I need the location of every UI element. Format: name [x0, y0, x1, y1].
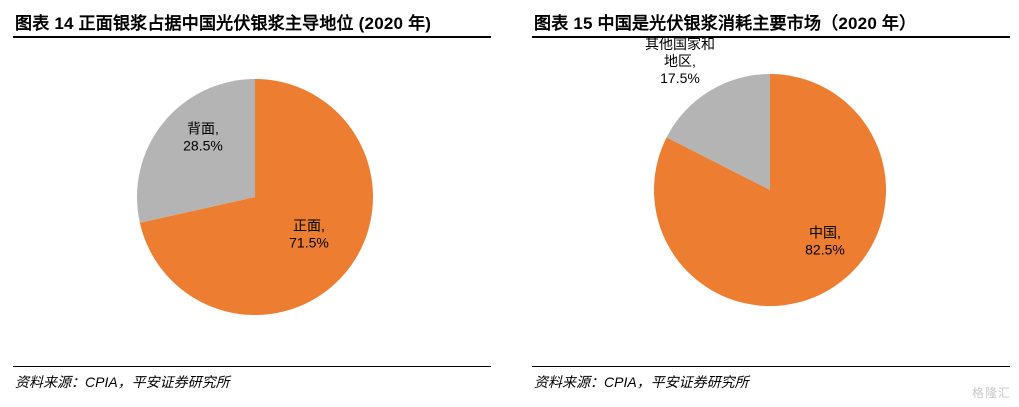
pie-chart-left: 正面, 71.5% 背面, 28.5% [137, 79, 373, 315]
slice-label: 背面, 28.5% [183, 121, 223, 154]
source-note: 资料来源：CPIA，平安证券研究所 [534, 374, 749, 390]
slice-label: 正面, 71.5% [289, 218, 329, 251]
chart-panel-left: 图表 14 正面银浆占据中国光伏银浆主导地位 (2020 年) 正面, 71.5%… [13, 0, 491, 407]
source-note: 资料来源：CPIA，平安证券研究所 [15, 374, 230, 390]
pie-slice [137, 79, 255, 223]
slice-label: 其他国家和地区, 17.5% [645, 38, 715, 86]
slice-label: 中国, 82.5% [805, 225, 845, 258]
pie-chart-right: 中国, 82.5% 其他国家和地区, 17.5% [645, 38, 886, 306]
title-divider [532, 36, 1010, 38]
source-divider [532, 366, 1010, 367]
pie-slice [666, 74, 770, 190]
chart-panel-right: 图表 15 中国是光伏银浆消耗主要市场（2020 年） 中国, 82.5% 其他国家… [532, 0, 1010, 407]
chart-title: 图表 15 中国是光伏银浆消耗主要市场（2020 年） [534, 14, 917, 33]
pie-slice [139, 79, 373, 315]
source-divider [13, 366, 491, 367]
chart-title: 图表 14 正面银浆占据中国光伏银浆主导地位 (2020 年) [15, 14, 432, 33]
title-divider [13, 36, 491, 38]
watermark-logo: 格隆汇 [971, 386, 1011, 400]
